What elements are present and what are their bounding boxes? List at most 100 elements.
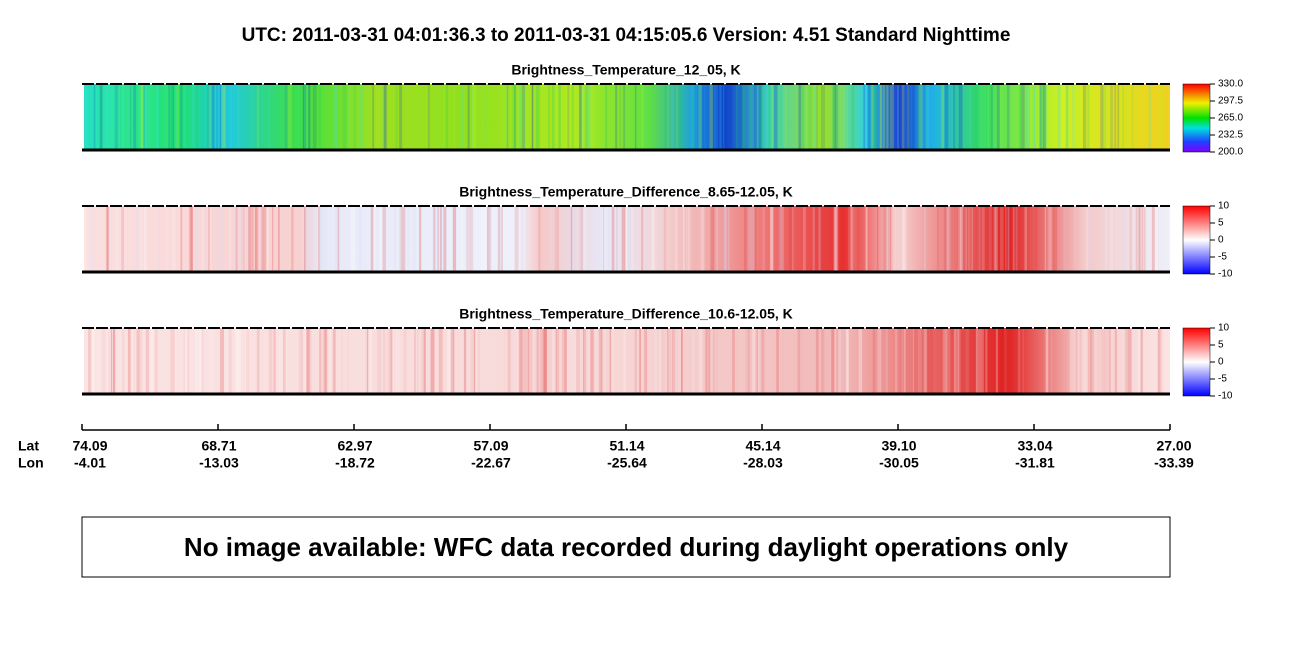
swath-texture (816, 328, 819, 394)
swath-texture (144, 84, 148, 150)
swath-texture (202, 206, 204, 272)
swath-texture (278, 328, 282, 394)
swath-texture (303, 84, 307, 150)
swath-texture (240, 206, 245, 272)
swath-texture (634, 84, 637, 150)
swath-texture (287, 84, 292, 150)
swath-texture (907, 84, 910, 150)
swath-texture (519, 84, 524, 150)
swath-texture (968, 84, 971, 150)
swath-texture (185, 328, 188, 394)
swath-texture (583, 328, 587, 394)
swath-texture (438, 206, 442, 272)
swath-texture (395, 328, 400, 394)
swath-texture (484, 206, 487, 272)
swath-texture (437, 206, 439, 272)
swath-texture (523, 84, 526, 150)
swath-texture (715, 328, 718, 394)
swath-texture (521, 206, 526, 272)
swath-texture (430, 328, 435, 394)
swath-texture (551, 84, 555, 150)
swath-texture (879, 84, 883, 150)
swath-texture (717, 328, 719, 394)
swath-texture (144, 206, 147, 272)
swath-texture (1157, 206, 1160, 272)
swath-texture (832, 84, 835, 150)
swath-texture (389, 328, 393, 394)
swath-texture (565, 206, 568, 272)
swath-texture (531, 84, 534, 150)
swath-texture (770, 206, 774, 272)
swath-texture (1105, 206, 1108, 272)
swath-texture (136, 328, 140, 394)
swath-texture (1069, 328, 1074, 394)
lon-label: -28.03 (743, 455, 783, 471)
swath-texture (976, 328, 981, 394)
swath-texture (899, 328, 902, 394)
swath-texture (1115, 328, 1117, 394)
swath-texture (732, 328, 735, 394)
swath-texture (101, 328, 106, 394)
swath-texture (1144, 206, 1146, 272)
swath-texture (1091, 328, 1093, 394)
swath-texture (370, 206, 374, 272)
swath-texture (988, 206, 992, 272)
swath-texture (1045, 328, 1047, 394)
swath-texture (191, 84, 196, 150)
swath-texture (945, 206, 949, 272)
lon-label: -31.81 (1015, 455, 1055, 471)
swath-texture (358, 206, 362, 272)
swath-texture (640, 84, 644, 150)
swath-texture (778, 206, 782, 272)
swath-texture (797, 328, 799, 394)
swath-texture (1044, 206, 1047, 272)
swath-texture (990, 84, 993, 150)
lon-label: -25.64 (607, 455, 647, 471)
swath-texture (634, 328, 637, 394)
swath-texture (268, 328, 272, 394)
swath-texture (239, 206, 244, 272)
lon-label: -4.01 (74, 455, 106, 471)
swath-texture (399, 206, 401, 272)
swath-texture (300, 328, 304, 394)
swath-texture (642, 206, 647, 272)
swath-texture (143, 84, 145, 150)
swath-texture (1150, 206, 1155, 272)
swath-texture (1077, 328, 1080, 394)
swath-texture (805, 84, 808, 150)
swath-texture (407, 206, 410, 272)
swath-texture (883, 206, 887, 272)
swath-texture (261, 328, 265, 394)
swath-texture (208, 84, 211, 150)
swath-texture (667, 84, 669, 150)
swath-texture (882, 84, 885, 150)
swath-texture (942, 328, 945, 394)
swath-texture (223, 84, 226, 150)
swath-texture (245, 328, 249, 394)
swath-texture (168, 84, 171, 150)
swath-texture (1140, 328, 1143, 394)
swath-texture (838, 328, 841, 394)
swath-texture (156, 328, 158, 394)
swath-texture (237, 84, 240, 150)
swath-texture (845, 84, 850, 150)
swath-image (84, 84, 1170, 150)
swath-texture (505, 84, 508, 150)
swath-texture (540, 328, 542, 394)
swath-texture (1035, 206, 1037, 272)
colorbar (1182, 83, 1211, 153)
swath-texture (769, 206, 774, 272)
swath-texture (1147, 206, 1150, 272)
swath-texture (402, 206, 407, 272)
swath-texture (156, 84, 160, 150)
swath-texture (971, 206, 974, 272)
swath-texture (257, 206, 261, 272)
colorbar (1182, 205, 1211, 275)
swath-texture (981, 206, 985, 272)
swath-texture (1087, 84, 1089, 150)
swath-texture (691, 328, 696, 394)
swath-texture (433, 206, 436, 272)
swath-texture (710, 206, 715, 272)
swath-texture (329, 328, 333, 394)
swath-texture (918, 328, 922, 394)
